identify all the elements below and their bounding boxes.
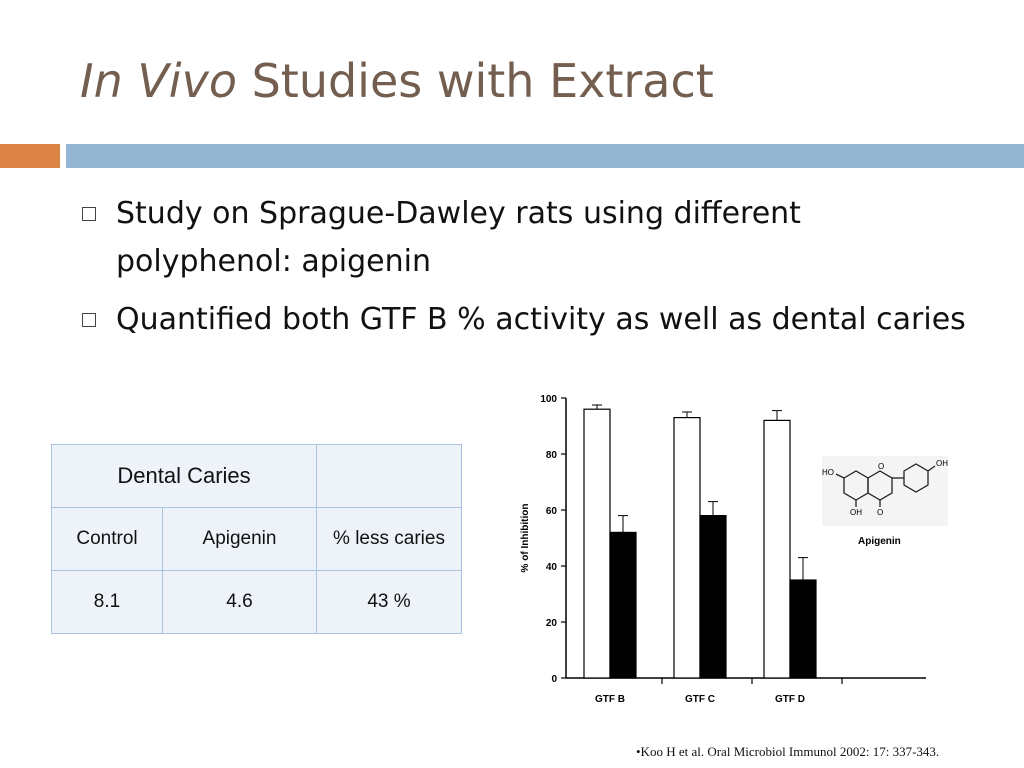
bar — [583, 408, 611, 679]
dental-caries-table: Dental Caries Control Apigenin % less ca… — [51, 444, 462, 634]
title-rest: Studies with Extract — [251, 54, 714, 108]
y-tick-label: 0 — [551, 674, 557, 685]
bullet-text: Study on Sprague-Dawley rats using diffe… — [116, 196, 801, 279]
accent-bar-orange — [0, 144, 60, 168]
x-tick-label: GTF C — [685, 694, 715, 705]
y-tick-label: 20 — [546, 618, 558, 629]
title-italic: In Vivo — [80, 54, 237, 108]
table-header: Dental Caries — [51, 444, 317, 508]
molecule-label: Apigenin — [858, 536, 901, 547]
reference-citation: •Koo H et al. Oral Microbiol Immunol 200… — [636, 744, 940, 759]
atom-ho: HO — [822, 468, 834, 477]
bullet-square-icon — [82, 207, 96, 221]
apigenin-molecule: OH HO O OH O Apigenin — [822, 456, 948, 547]
y-tick-label: 100 — [540, 394, 557, 405]
y-tick-label: 40 — [546, 562, 558, 573]
value-control: 8.1 — [51, 570, 163, 634]
bar — [763, 419, 791, 679]
atom-ring-o: O — [878, 462, 884, 471]
bar — [673, 417, 701, 679]
bullet-square-icon — [82, 313, 96, 327]
y-axis-label: % of Inhibition — [520, 504, 531, 573]
slide-title: In Vivo Studies with Extract — [80, 54, 714, 108]
bar-chart: 0 20 40 60 80 100 % of Inhibition GTF B GTF C GTF… — [520, 394, 926, 705]
col-apigenin: Apigenin — [162, 507, 317, 571]
col-less-caries: % less caries — [316, 507, 462, 571]
table-header-empty — [316, 444, 462, 508]
ho-bond — [835, 473, 845, 479]
atom-oh-a: OH — [850, 508, 862, 517]
ring-c — [867, 470, 893, 501]
bullet-text: Quantified both GTF B % activity as well… — [116, 302, 966, 337]
ring-b — [903, 463, 929, 493]
atom-oh-b: OH — [936, 459, 948, 468]
atom-carbonyl-o: O — [877, 508, 883, 517]
x-tick-label: GTF D — [775, 694, 805, 705]
col-control: Control — [51, 507, 163, 571]
bullet-list: Study on Sprague-Dawley rats using diffe… — [82, 190, 982, 354]
inhibition-figure: 0 20 40 60 80 100 % of Inhibition GTF B GTF C GTF… — [520, 394, 948, 705]
y-tick-label: 80 — [546, 450, 558, 461]
bar — [699, 514, 727, 679]
x-tick-label: GTF B — [595, 694, 625, 705]
y-tick-label: 60 — [546, 506, 558, 517]
bullet-item: Study on Sprague-Dawley rats using diffe… — [82, 190, 982, 286]
molecule-background — [822, 456, 948, 526]
bar — [789, 579, 817, 679]
oh-bond — [927, 465, 936, 472]
bullet-item: Quantified both GTF B % activity as well… — [82, 296, 982, 344]
bar — [609, 531, 637, 679]
accent-bar-blue — [66, 144, 1024, 168]
value-less-caries: 43 % — [316, 570, 462, 634]
value-apigenin: 4.6 — [162, 570, 317, 634]
